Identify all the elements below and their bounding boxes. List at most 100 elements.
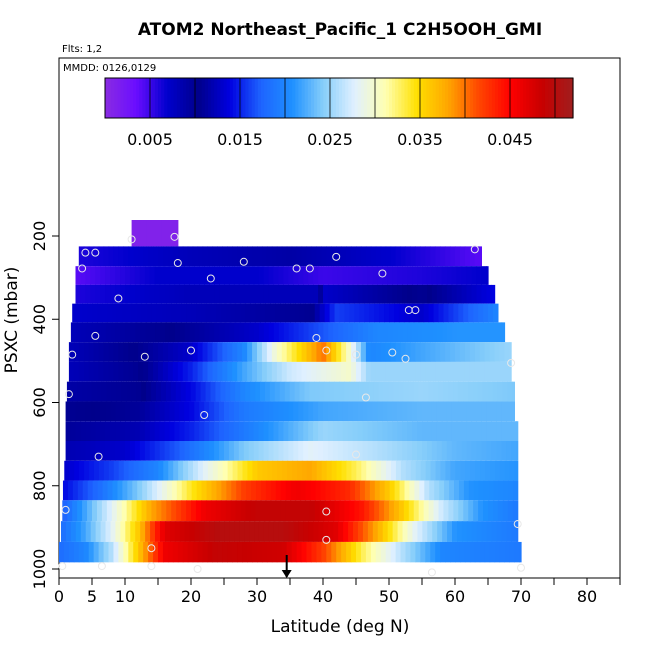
heatmap-cell [231,480,237,501]
heatmap-cell [459,361,466,382]
heatmap-cell [87,303,93,323]
heatmap-cell [120,421,126,442]
heatmap-cell [392,421,398,442]
heatmap-cell [85,266,91,285]
heatmap-cell [162,342,169,362]
heatmap-cell [108,541,115,563]
heatmap-cell [192,460,199,481]
heatmap-cell [459,541,466,563]
heatmap-cell [115,401,121,422]
heatmap-cell [508,480,515,501]
sample-point [239,257,248,266]
colorbar-ticks: 0.005 0.015 0.025 0.035 0.045 [127,130,533,149]
sample-point [517,563,525,572]
heatmap-cell [476,322,483,343]
heatmap-cell [308,322,315,343]
heatmap-cell [439,480,445,501]
heatmap-cell [128,460,135,481]
colorbar-cell [357,78,362,118]
heatmap-cell [95,441,101,461]
heatmap-cell [192,361,199,382]
sample-point [187,346,195,355]
heatmap-cell [374,303,380,323]
colorbar-cell [129,78,134,118]
heatmap-cell [335,480,341,501]
heatmap-cell [98,342,105,362]
heatmap-cell [215,381,221,402]
heatmap-cell [491,441,497,461]
heatmap-cell [402,441,408,461]
heatmap-cell [159,401,166,422]
heatmap-cell [279,381,286,402]
heatmap-cell [407,322,414,343]
heatmap-cell [486,441,492,461]
colorbar-cell [466,78,471,118]
colorbar-tick-label: 0.035 [397,130,443,149]
colorbar-cell [445,78,449,118]
heatmap-cell [375,342,382,362]
heatmap-cell [187,342,194,362]
heatmap-cell [387,521,394,542]
heatmap-cell [136,381,142,402]
heatmap-cell [450,342,456,362]
colorbar-cell [214,78,218,118]
colorbar-cell [448,78,452,118]
heatmap-cell [194,401,200,422]
heatmap-cell [261,342,268,362]
heatmap-cell [339,500,346,522]
heatmap-cell [377,521,384,542]
colorbar-cell [307,78,312,118]
heatmap-cell [400,342,407,362]
heatmap-cell [148,460,154,481]
heatmap-cell [366,460,372,481]
heatmap-cell [445,246,451,267]
heatmap-cell [349,303,355,323]
y-tick-label: 400 [30,304,49,335]
colorbar-cell [435,78,440,118]
sample-point [361,393,370,402]
heatmap-cell [62,500,68,522]
heatmap-cell [417,401,423,422]
heatmap-cell [98,541,105,563]
heatmap-cell [283,401,289,422]
heatmap-cell [115,441,121,461]
heatmap-cell [387,266,393,285]
heatmap-cell [461,266,468,285]
heatmap-cell [148,246,154,267]
heatmap-cell [370,541,377,563]
heatmap-cell [504,541,511,563]
heatmap-row [64,460,519,481]
heatmap-cell [128,361,134,382]
heatmap-cell [334,381,340,402]
heatmap-cell [220,303,227,323]
heatmap-cell [164,521,171,542]
heatmap-cell [133,342,139,362]
heatmap-cell [199,521,206,542]
heatmap-cell [85,421,91,442]
heatmap-cell [314,500,321,522]
heatmap-cell [324,303,331,323]
heatmap-cell [384,303,390,323]
heatmap-cell [417,266,423,285]
heatmap-cell [276,342,283,362]
heatmap-cell [142,480,148,501]
colorbar-cell [289,78,293,118]
heatmap-cell [304,500,311,522]
heatmap-cell [201,480,208,501]
colorbar-cell [183,78,187,118]
colorbar-cell [120,78,125,118]
x-tick-label: 60 [445,587,465,606]
heatmap-cell [64,460,70,481]
heatmap-cell [271,541,278,563]
heatmap-cell [501,521,508,542]
heatmap-cell [428,500,435,522]
colorbar-cell [473,78,477,118]
heatmap-cell [179,284,185,304]
heatmap-cell [262,460,268,481]
heatmap-cell [479,361,486,382]
heatmap-cell [192,541,199,563]
heatmap-cell [248,401,255,422]
heatmap-cell [347,266,354,285]
heatmap-cell [209,322,216,343]
heatmap-cell [456,284,463,304]
